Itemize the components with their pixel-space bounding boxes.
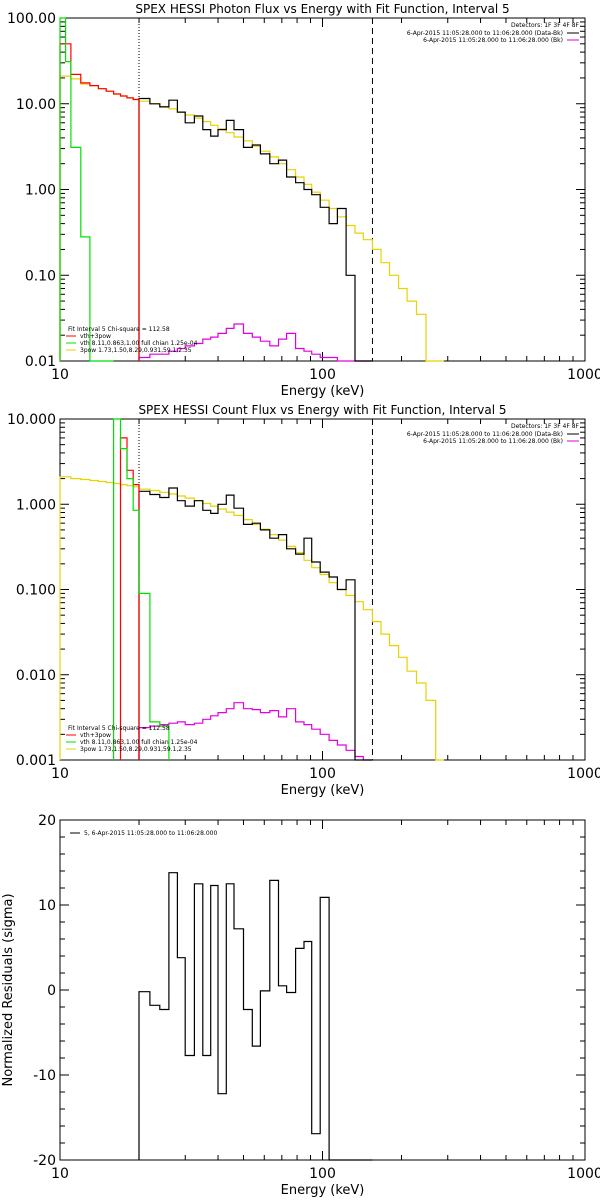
series-bk [138,323,373,362]
x-tick-label: 1000 [567,766,600,782]
y-tick-label: 0 [47,983,56,999]
series-data-bk [138,487,373,761]
y-tick-label: 100.00 [7,11,56,27]
y-axis-label: Normalized Residuals (sigma) [1,893,16,1086]
y-tick-label: 1.00 [25,183,56,199]
y-tick-label: 10 [38,898,56,914]
x-axis-label: Energy (keV) [281,783,365,798]
x-tick-label: 1000 [567,367,600,383]
series-3pow [59,75,444,362]
y-tick-label: 10.000 [7,412,56,428]
series-vth-3pow [119,437,140,760]
x-axis-label: Energy (keV) [281,1183,365,1198]
legend-entry-label: 3pow 1.73,1.50,8.29,0.931,59.1,2.35 [80,746,192,753]
y-tick-label: 0.010 [16,668,56,684]
legend-entry-label: 3pow 1.73,1.50,8.29,0.931,59.1,2.35 [80,347,192,354]
legend-entry-label: vth 8.11,0.863,1.00 full chian 1.25e-04 [80,739,198,746]
panel-2: SPEX HESSI Count Flux vs Energy with Fit… [7,403,600,798]
legend-entry-label: vth+3pow [80,732,111,739]
x-tick-label: 10 [51,766,69,782]
legend-fit-header: Fit Interval 5 Chi-square = 112.58 [68,326,170,333]
series-vth [59,17,114,362]
y-tick-label: 0.100 [16,583,56,599]
y-tick-label: 0.10 [25,268,56,284]
series-data-bk [138,97,373,362]
legend-entry-label: vth 8.11,0.863,1.00 full chian 1.25e-04 [80,340,198,347]
x-axis-label: Energy (keV) [281,384,365,399]
series-bk [138,702,373,761]
x-tick-label: 10 [51,367,69,383]
y-tick-label: 0.01 [25,354,56,370]
legend-detectors: Detectors: 1F 3F 4F 8F [511,423,580,430]
y-tick-label: -20 [33,1153,56,1169]
x-tick-label: 1000 [567,1166,600,1182]
y-tick-label: 1.000 [16,497,56,513]
legend-entry-label: vth+3pow [80,333,111,340]
legend-entry-label: 6-Apr-2015 11:05:28.000 to 11:06:28.000 … [407,30,563,37]
legend-entry-label: 6-Apr-2015 11:05:28.000 to 11:06:28.000 … [407,431,563,438]
y-tick-label: 0.001 [16,753,56,769]
x-tick-label: 100 [309,1166,336,1182]
y-tick-label: 20 [38,813,56,829]
series-5-6-apr-2015-11-05-28-000-to-11-06-28-000 [138,872,373,1161]
panel-1: SPEX HESSI Photon Flux vs Energy with Fi… [7,2,600,399]
legend-fit-header: Fit Interval 5 Chi-square = 112.58 [68,725,170,732]
chart-title: SPEX HESSI Photon Flux vs Energy with Fi… [135,2,509,16]
chart-title: SPEX HESSI Count Flux vs Energy with Fit… [138,403,506,417]
legend-entry-label: 6-Apr-2015 11:05:28.000 to 11:06:28.000 … [423,37,563,44]
legend-detectors: Detectors: 1F 3F 4F 8F [511,22,580,29]
series-vth-3pow [59,43,140,361]
x-tick-label: 10 [51,1166,69,1182]
legend-entry-label: 6-Apr-2015 11:05:28.000 to 11:06:28.000 … [423,438,563,445]
y-tick-label: -10 [33,1068,56,1084]
legend-entry-label: 5, 6-Apr-2015 11:05:28.000 to 11:06:28.0… [84,830,217,837]
x-tick-label: 100 [309,367,336,383]
series-vth [113,418,170,760]
y-tick-label: 10.00 [16,97,56,113]
x-tick-label: 100 [309,766,336,782]
series-3pow [59,476,444,761]
panel-3: 10 100 1000 -20 -10 0 10 20 Energy (keV) Normaliz… [1,813,600,1198]
